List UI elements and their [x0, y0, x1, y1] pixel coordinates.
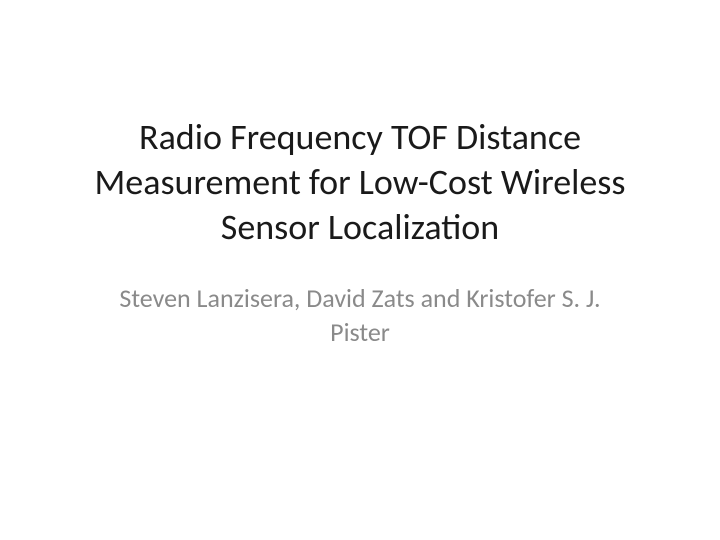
slide-authors: Steven Lanzisera, David Zats and Kristof… [110, 282, 610, 350]
slide-title: Radio Frequency TOF Distance Measurement… [70, 115, 650, 250]
